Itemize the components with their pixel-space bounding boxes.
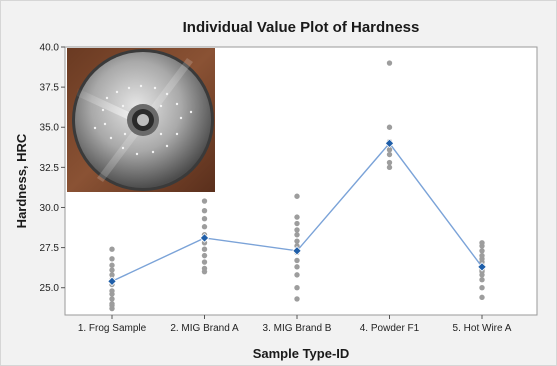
mean-marker: [199, 233, 210, 243]
data-point: [479, 248, 485, 254]
data-point: [201, 207, 208, 214]
x-axis-label: Sample Type-ID: [253, 346, 350, 361]
data-point: [294, 193, 300, 199]
mean-marker: [292, 246, 302, 256]
data-point: [201, 259, 208, 265]
data-point: [201, 252, 208, 259]
mean-marker: [477, 262, 487, 272]
data-point: [294, 243, 300, 249]
x-tick-label: 5. Hot Wire A: [453, 323, 512, 334]
data-point: [294, 227, 300, 233]
data-point: [479, 240, 485, 246]
mean-connect-line: [107, 138, 487, 287]
data-point: [201, 198, 208, 204]
x-tick-label: 4. Powder F1: [360, 323, 420, 334]
data-point: [109, 272, 115, 278]
data-point: [386, 164, 393, 171]
data-point: [294, 238, 300, 244]
data-point: [386, 124, 393, 130]
data-point: [386, 60, 393, 66]
data-point: [294, 214, 300, 220]
data-point: [201, 240, 208, 246]
y-tick-label: 35.0: [40, 123, 60, 134]
mean-marker: [384, 138, 395, 149]
data-point: [386, 159, 393, 166]
data-point: [294, 220, 300, 227]
x-tick-label: 2. MIG Brand A: [170, 323, 239, 334]
data-point: [109, 267, 115, 273]
disc-sample-photo: [67, 48, 215, 192]
data-point: [109, 262, 115, 268]
y-tick-label: 37.5: [40, 83, 60, 94]
data-point: [294, 232, 300, 238]
chart-title: Individual Value Plot of Hardness: [183, 19, 420, 36]
data-point: [201, 216, 208, 222]
data-point: [109, 288, 115, 294]
y-tick-label: 32.5: [40, 163, 60, 174]
y-tick-label: 40.0: [40, 43, 60, 54]
data-point: [294, 296, 300, 302]
y-tick-label: 30.0: [40, 203, 60, 214]
data-point: [294, 272, 300, 278]
y-axis-label: Hardness, HRC: [14, 133, 29, 228]
mean-marker: [107, 276, 117, 287]
data-point: [109, 301, 115, 307]
y-tick-label: 27.5: [40, 243, 60, 254]
data-point: [479, 285, 485, 291]
data-point: [479, 294, 485, 301]
data-point: [109, 296, 115, 302]
data-point: [386, 151, 393, 158]
data-point: [386, 147, 393, 153]
y-axis: 25.0 27.5 30.0 32.5 35.0 37.5 40.0: [40, 43, 65, 294]
data-point: [294, 257, 300, 264]
data-point: [294, 285, 300, 291]
data-point: [479, 252, 485, 259]
data-point: [479, 276, 485, 283]
data-point: [109, 246, 115, 252]
x-tick-label: 1. Frog Sample: [78, 323, 147, 334]
x-axis: 1. Frog Sample 2. MIG Brand A 3. MIG Brand…: [78, 315, 512, 334]
data-point: [294, 264, 300, 270]
y-tick-label: 25.0: [40, 283, 60, 294]
data-point: [201, 246, 208, 252]
data-point: [201, 224, 208, 230]
hardness-test-disc-image: [67, 48, 215, 192]
data-point: [109, 256, 115, 262]
x-tick-label: 3. MIG Brand B: [263, 323, 332, 334]
data-point: [201, 265, 208, 272]
